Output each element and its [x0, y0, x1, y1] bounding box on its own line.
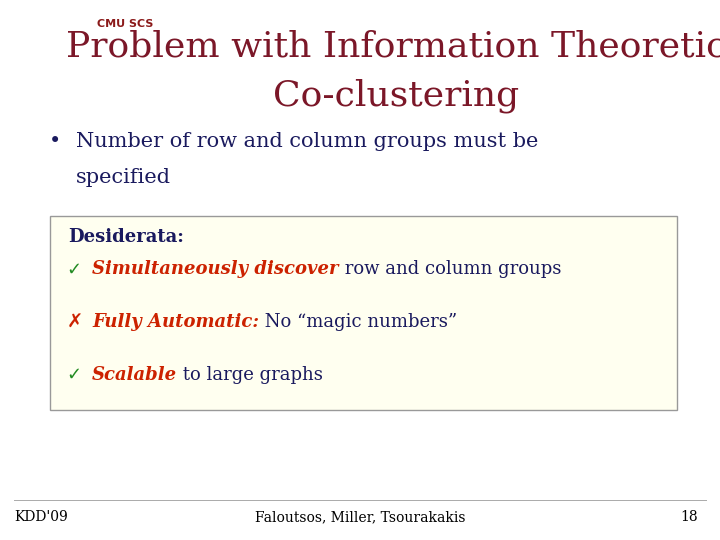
- Text: •: •: [49, 132, 61, 151]
- Text: row and column groups: row and column groups: [338, 260, 561, 278]
- Text: ✓: ✓: [66, 366, 81, 384]
- Text: No “magic numbers”: No “magic numbers”: [259, 313, 457, 331]
- Text: Problem with Information Theoretic: Problem with Information Theoretic: [66, 30, 720, 64]
- Text: specified: specified: [76, 168, 171, 187]
- Text: to large graphs: to large graphs: [177, 366, 323, 384]
- Text: Desiderata:: Desiderata:: [68, 228, 184, 246]
- Text: Number of row and column groups must be: Number of row and column groups must be: [76, 132, 538, 151]
- Text: Fully Automatic:: Fully Automatic:: [92, 313, 259, 331]
- Text: ✓: ✓: [66, 260, 81, 278]
- Text: Faloutsos, Miller, Tsourakakis: Faloutsos, Miller, Tsourakakis: [255, 510, 465, 524]
- Text: Scalable: Scalable: [92, 366, 177, 384]
- Text: KDD'09: KDD'09: [14, 510, 68, 524]
- Text: 18: 18: [681, 510, 698, 524]
- Text: Simultaneously discover: Simultaneously discover: [92, 260, 338, 278]
- Text: CMU SCS: CMU SCS: [97, 19, 153, 29]
- Text: Co-clustering: Co-clustering: [273, 78, 519, 113]
- FancyBboxPatch shape: [50, 216, 677, 410]
- Text: ✗: ✗: [66, 313, 83, 332]
